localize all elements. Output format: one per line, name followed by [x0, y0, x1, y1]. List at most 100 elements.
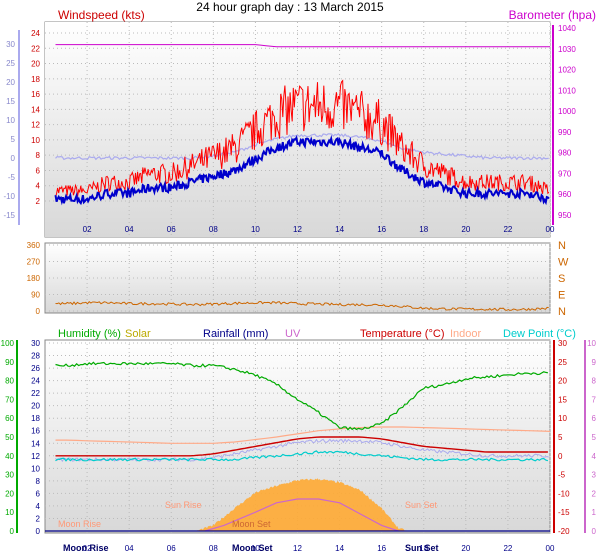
climate-x-axis: 02 04 06 08 10 12 14 16 18 20 22 00	[83, 544, 555, 553]
direction-axis: 360 270 180 90 0	[27, 241, 41, 316]
uv-tick: 4	[592, 452, 597, 461]
humidity-tick: 60	[5, 414, 14, 423]
humidity-tick: 30	[5, 471, 14, 480]
baro-tick: 970	[558, 169, 572, 178]
wind-kts-tick: 16	[31, 90, 40, 99]
moon-row-set: Moon Set	[232, 543, 273, 553]
humidity-tick: 20	[5, 489, 14, 498]
wind-x-tick: 08	[209, 225, 218, 234]
wind-left-tick: 10	[6, 116, 15, 125]
rain-tick: 30	[31, 339, 40, 348]
climate-x-tick: 18	[419, 544, 428, 553]
rain-tick: 6	[36, 489, 41, 498]
wind-left-tick: 25	[6, 59, 15, 68]
humidity-tick: 100	[1, 339, 15, 348]
barometer-series	[55, 44, 550, 48]
rain-tick: 14	[31, 439, 40, 448]
climate-x-tick: 06	[167, 544, 176, 553]
wind-x-tick: 06	[167, 225, 176, 234]
uv-tick: 10	[587, 339, 596, 348]
temp-tick: 0	[558, 452, 563, 461]
legend-rainfall: Rainfall (mm)	[203, 328, 268, 340]
sun-set-label: Sun Set	[405, 500, 438, 510]
wind-x-tick: 04	[125, 225, 134, 234]
rain-tick: 0	[36, 527, 41, 536]
uv-tick: 8	[592, 377, 597, 386]
page-title: 24 hour graph day : 13 March 2015	[196, 0, 384, 14]
rain-tick: 28	[31, 352, 40, 361]
wind-kts-tick: 10	[31, 136, 40, 145]
humidity-tick: 40	[5, 452, 14, 461]
baro-tick: 950	[558, 211, 572, 220]
uv-series	[204, 498, 399, 532]
temp-tick: 15	[558, 395, 567, 404]
humidity-tick: 50	[5, 433, 14, 442]
temp-tick: 25	[558, 358, 567, 367]
baro-tick: 980	[558, 149, 572, 158]
direction-tick: 0	[36, 307, 41, 316]
humidity-tick: 80	[5, 377, 14, 386]
baro-tick: 990	[558, 128, 572, 137]
wind-kts-tick: 18	[31, 75, 40, 84]
uv-tick: 1	[592, 508, 597, 517]
wind-x-axis: 02 04 06 08 10 12 14 16 18 20 22 00	[83, 225, 555, 234]
climate-legend: Humidity (%) Solar Rainfall (mm) UV Temp…	[58, 328, 576, 340]
uv-tick: 5	[592, 433, 597, 442]
wind-kts-tick: 20	[31, 60, 40, 69]
temp-tick: -10	[558, 489, 570, 498]
humidity-tick: 10	[5, 508, 14, 517]
climate-x-tick: 04	[125, 544, 134, 553]
wind-left-axis: 30 25 20 15 10 5 0 -5 -10 -15	[3, 30, 20, 225]
moon-row-sunset: Sun Set	[405, 543, 439, 553]
climate-x-tick: 08	[209, 544, 218, 553]
compass-label: N	[558, 240, 566, 252]
baro-tick: 1010	[558, 86, 576, 95]
climate-x-tick: 00	[546, 544, 555, 553]
climate-x-tick: 12	[293, 544, 302, 553]
wind-kts-tick: 12	[31, 121, 40, 130]
direction-tick: 360	[27, 241, 41, 250]
baro-tick: 1020	[558, 66, 576, 75]
climate-x-tick: 16	[377, 544, 386, 553]
temp-tick: 5	[558, 433, 563, 442]
wind-x-tick: 10	[251, 225, 260, 234]
wind-left-tick: 0	[11, 154, 16, 163]
humidity-series	[55, 361, 549, 431]
wind-left-tick: -10	[3, 192, 15, 201]
moon-row-rise: Moon Rise	[63, 543, 109, 553]
baro-title: Barometer (hpa)	[509, 8, 596, 22]
temperature-series	[55, 436, 548, 457]
wind-left-tick: -5	[8, 173, 16, 182]
wind-x-tick: 00	[546, 225, 555, 234]
legend-temperature: Temperature (°C)	[360, 328, 444, 340]
temp-tick: -20	[558, 527, 570, 536]
climate-x-tick: 10	[251, 544, 260, 553]
windspeed-series	[55, 79, 550, 198]
dewpoint-series	[55, 450, 549, 462]
wind-left-tick: 20	[6, 78, 15, 87]
direction-tick: 90	[31, 291, 40, 300]
rain-tick: 24	[31, 377, 40, 386]
wind-x-tick: 12	[293, 225, 302, 234]
wind-x-tick: 20	[461, 225, 470, 234]
wind-title: Windspeed (kts)	[58, 8, 145, 22]
compass-label: N	[558, 306, 566, 318]
uv-tick: 0	[592, 527, 597, 536]
compass-label: E	[558, 290, 565, 302]
compass-label: S	[558, 273, 565, 285]
rain-tick: 4	[36, 502, 41, 511]
direction-tick: 270	[27, 258, 41, 267]
wind-left-tick: -15	[3, 211, 15, 220]
climate-x-tick: 14	[335, 544, 344, 553]
rain-tick: 12	[31, 452, 40, 461]
humidity-tick: 90	[5, 358, 14, 367]
temp-tick: 10	[558, 414, 567, 423]
climate-x-tick: 22	[503, 544, 512, 553]
moon-row: Moon Rise Moon Set Sun Set	[63, 543, 439, 553]
sun-rise-label: Sun Rise	[165, 500, 202, 510]
wind-x-tick: 02	[83, 225, 92, 234]
wind-x-tick: 16	[377, 225, 386, 234]
uv-tick: 9	[592, 358, 597, 367]
